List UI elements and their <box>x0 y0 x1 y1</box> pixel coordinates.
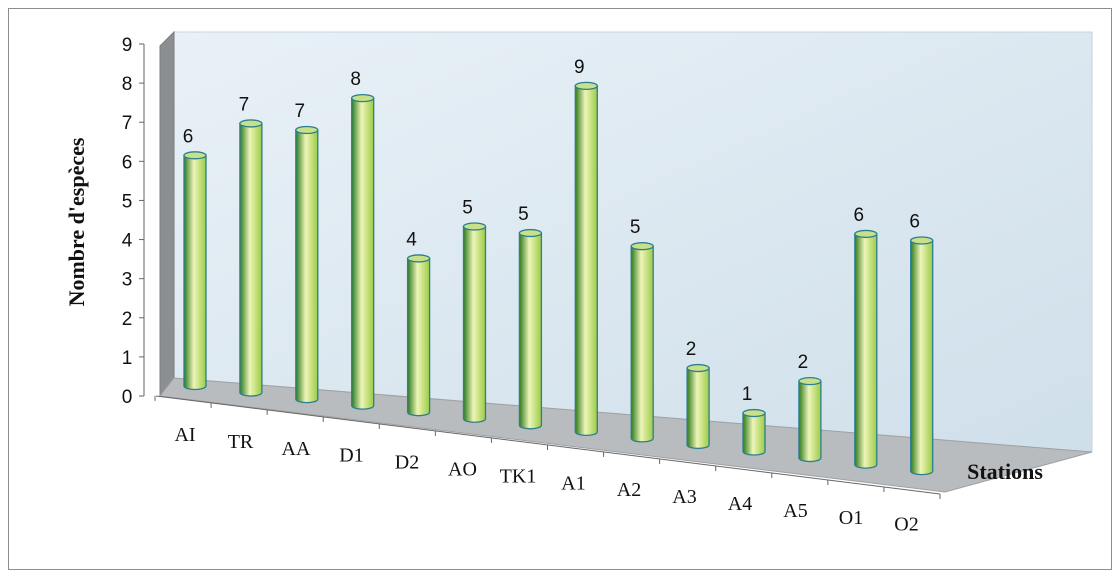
x-tick-label-O1: O1 <box>839 507 863 529</box>
x-axis-title: Stations <box>967 459 1043 484</box>
x-tick-label-AI: AI <box>174 424 195 446</box>
bar-series <box>183 81 934 476</box>
bar-O1 <box>854 233 878 469</box>
bar-top-TR <box>239 119 263 128</box>
data-label-O1: 6 <box>854 205 865 226</box>
y-tick-label: 9 <box>122 35 133 56</box>
bar-top-D1 <box>351 93 375 103</box>
data-label-AI: 6 <box>183 126 194 147</box>
bar-A4 <box>742 412 766 456</box>
bar-A2 <box>630 245 654 443</box>
data-labels: 6 7 7 8 4 5 5 9 5 2 1 2 6 6 <box>183 57 920 405</box>
y-tick-label: 8 <box>122 74 133 95</box>
data-label-AO: 5 <box>462 198 473 219</box>
bar-TK1 <box>518 232 543 430</box>
x-tick-label-A4: A4 <box>728 493 752 515</box>
bar-O2 <box>910 239 934 476</box>
data-label-D1: 8 <box>350 69 361 90</box>
x-tick-label-A1: A1 <box>561 472 585 494</box>
x-tick-label-TK1: TK1 <box>500 465 537 487</box>
bar-top-A4 <box>742 408 766 418</box>
x-tick-label-TR: TR <box>228 431 254 453</box>
data-label-TR: 7 <box>239 94 250 115</box>
x-tick-label-AA: AA <box>282 438 311 460</box>
y-axis-title: Nombre d'espèces <box>64 137 89 306</box>
bar-top-AO <box>462 222 487 231</box>
y-tick-label: 2 <box>122 309 133 330</box>
data-label-TK1: 5 <box>518 204 529 225</box>
bar-A3 <box>686 367 710 450</box>
x-tick-label-AO: AO <box>448 459 477 481</box>
data-label-A5: 2 <box>798 352 809 373</box>
bar-top-O1 <box>854 229 878 239</box>
bar-A1 <box>574 85 598 436</box>
data-label-D2: 4 <box>406 229 417 250</box>
y-tick-label: 0 <box>122 387 133 408</box>
y-tick-label: 7 <box>122 113 133 134</box>
data-label-O2: 6 <box>909 211 920 232</box>
x-tick-label-A2: A2 <box>617 479 641 501</box>
y-axis: 0 1 2 3 4 5 6 7 8 9 <box>122 35 145 408</box>
x-tick-label-O2: O2 <box>894 514 918 536</box>
bar-A5 <box>798 380 822 463</box>
x-tick-label-D1: D1 <box>339 445 363 467</box>
y-tick-label: 4 <box>122 231 133 252</box>
y-tick-label: 3 <box>122 270 133 291</box>
bar-top-A2 <box>630 242 654 251</box>
y-tick-label: 6 <box>122 152 133 173</box>
bar-D2 <box>406 257 431 417</box>
bar-AO <box>462 225 487 423</box>
side-wall <box>159 30 175 398</box>
data-label-A3: 2 <box>686 339 697 360</box>
bar-top-A3 <box>686 363 710 373</box>
x-tick-label-A3: A3 <box>672 486 696 508</box>
bar-top-A1 <box>574 81 598 90</box>
bar-top-AA <box>295 125 319 135</box>
bar-AI <box>183 154 207 391</box>
data-label-A2: 5 <box>630 217 641 238</box>
data-label-A1: 9 <box>574 57 585 78</box>
bar-top-D2 <box>406 254 431 263</box>
bar-D1 <box>351 97 375 410</box>
bar-AA <box>295 129 319 404</box>
data-label-A4: 1 <box>742 384 753 405</box>
bar-TR <box>239 122 263 397</box>
y-tick-label: 1 <box>122 348 133 369</box>
x-tick-label-A5: A5 <box>783 500 807 522</box>
x-axis: AI TR AA D1 D2 AO TK1 A1 A2 A3 A4 A5 O1 O2 <box>154 395 941 536</box>
bar-top-A5 <box>798 377 822 386</box>
bar-top-TK1 <box>518 228 543 238</box>
x-tick-label-D2: D2 <box>395 452 419 474</box>
bar-top-O2 <box>910 236 934 245</box>
data-label-AA: 7 <box>295 101 306 122</box>
bar-top-AI <box>183 151 207 160</box>
y-tick-label: 5 <box>122 191 133 212</box>
